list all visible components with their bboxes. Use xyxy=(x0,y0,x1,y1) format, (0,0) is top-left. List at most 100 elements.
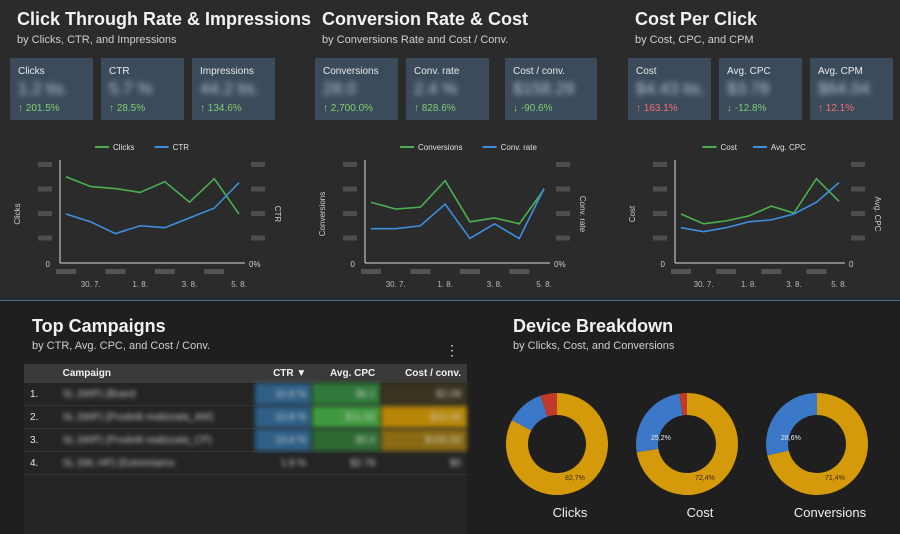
series-line-clicks xyxy=(65,176,240,215)
donut-label-clicks: Clicks xyxy=(552,505,588,520)
conversions-chart[interactable]: Conversions Conv. rate 0 0% Conversions Conv.… xyxy=(305,135,605,295)
x-tick-label: 3. 8. xyxy=(182,280,198,289)
campaigns-title: Top Campaigns xyxy=(32,316,166,336)
kpi-value: 28.0 xyxy=(323,79,357,98)
kpi-card-cost-per-conv[interactable]: Cost / conv. $158.29 ↓ -90.6% xyxy=(505,58,597,120)
x-tick-label: 5. 8. xyxy=(231,280,247,289)
y-axis-title-right: Conv. rate xyxy=(578,196,587,233)
devices-title: Device Breakdown xyxy=(513,316,674,336)
donut-label-cost: Cost xyxy=(686,505,714,520)
row-index: 3. xyxy=(24,428,57,452)
x-tick-label: 1. 8. xyxy=(132,280,148,289)
x-tick-label: 5. 8. xyxy=(536,280,552,289)
kpi-label: Avg. CPM xyxy=(818,66,863,77)
campaign-name: SL (WIP) (Prodotti realizzata_CP) xyxy=(56,428,256,452)
y-tick-left xyxy=(653,235,667,241)
series-line-cost xyxy=(680,177,840,225)
x-tick-label: 3. 8. xyxy=(786,280,802,289)
x-tick-label: 30. 7. xyxy=(81,280,101,289)
x-tick-label: 5. 8. xyxy=(831,280,847,289)
section-subtitle: by Conversions Rate and Cost / Conv. xyxy=(322,34,509,46)
cost-cpc-chart[interactable]: Cost Avg. CPC 0 0 Cost Avg. CPC 30. 7. 1. 8. 3. … xyxy=(615,135,900,295)
table-row[interactable]: 4. SL (WL HP) (Estremiamo 1.8 % $2.78 $0 xyxy=(24,451,467,475)
y-zero-right: 0% xyxy=(249,260,261,269)
x-tick-label: 1. 8. xyxy=(437,280,453,289)
more-options-icon[interactable]: ⋮ xyxy=(445,342,459,358)
x-tick-top xyxy=(716,269,737,274)
campaigns-subtitle: by CTR, Avg. CPC, and Cost / Conv. xyxy=(32,340,211,352)
col-cost-conv[interactable]: Cost / conv. xyxy=(381,364,467,383)
y-tick-right xyxy=(851,211,865,216)
device-donuts[interactable]: 82,7% 72,4% 25,2% 71,4% 28,6% xyxy=(500,380,900,510)
y-zero-left: 0 xyxy=(46,260,51,269)
overview-panel xyxy=(0,0,900,300)
kpi-card-cost[interactable]: Cost $4.43 tis. ↑ 163.1% xyxy=(628,58,711,120)
kpi-value: 44.2 tis. xyxy=(200,79,260,98)
x-tick-label: 30. 7. xyxy=(386,280,406,289)
cost-cell: $22.00 xyxy=(381,405,467,429)
x-tick-label: 30. 7. xyxy=(694,280,714,289)
y-axis-title-left: Cost xyxy=(628,205,637,222)
slice-label: 72,4% xyxy=(695,475,715,482)
col-avg-cpc[interactable]: Avg. CPC xyxy=(312,364,382,383)
kpi-value: $3.78 xyxy=(727,79,770,98)
y-tick-left xyxy=(653,186,667,192)
x-tick-top xyxy=(56,269,76,274)
cpc-cell: $5.0 xyxy=(312,428,382,452)
legend-label: CTR xyxy=(173,143,190,152)
series-line-conversions xyxy=(370,179,545,225)
kpi-card-conversions[interactable]: Conversions 28.0 ↑ 2,700.0% xyxy=(315,58,398,120)
y-tick-left xyxy=(38,235,52,241)
kpi-label: Cost xyxy=(636,66,657,77)
legend-label: Clicks xyxy=(113,143,134,152)
slice-label: 82,7% xyxy=(565,475,585,482)
slice-label: 25,2% xyxy=(651,435,671,442)
kpi-label: Impressions xyxy=(200,66,254,77)
kpi-change: ↑ 28.5% xyxy=(109,103,146,114)
series-line-ctr xyxy=(65,182,240,235)
donut-slice xyxy=(766,393,817,456)
row-index: 4. xyxy=(24,451,57,475)
kpi-label: Conversions xyxy=(323,66,379,77)
legend-label: Conversions xyxy=(418,143,462,152)
x-tick-top xyxy=(671,269,691,274)
y-tick-right xyxy=(251,162,265,167)
legend-label: Conv. rate xyxy=(501,143,538,152)
cpc-cell: $6.1 xyxy=(312,383,382,406)
ctr-cell: 10.8 % xyxy=(255,405,313,429)
x-tick-top xyxy=(361,269,381,274)
cost-cell: $0 xyxy=(381,451,467,475)
x-tick-top xyxy=(509,269,530,274)
table-row[interactable]: 3. SL (WIP) (Prodotti realizzata_CP) 10.6 … xyxy=(24,428,467,452)
clicks-ctr-chart[interactable]: Clicks CTR 0 0% Clicks CTR 30. 7. 1. 8. 3. 8. 5. … xyxy=(0,135,300,295)
row-index: 2. xyxy=(24,405,57,429)
kpi-value: $64.04 xyxy=(818,79,870,98)
col-ctr[interactable]: CTR ▼ xyxy=(255,364,313,383)
y-tick-right xyxy=(851,235,865,241)
section-title: Cost Per Click xyxy=(635,9,758,29)
kpi-value: $158.29 xyxy=(513,79,575,98)
kpi-card-ctr[interactable]: CTR 5.7 % ↑ 28.5% xyxy=(101,58,184,120)
kpi-card-conv-rate[interactable]: Conv. rate 2.4 % ↑ 828.6% xyxy=(406,58,489,120)
kpi-card-avg-cpm[interactable]: Avg. CPM $64.04 ↑ 12.1% xyxy=(810,58,893,120)
y-tick-left xyxy=(343,211,357,216)
section-subtitle: by Cost, CPC, and CPM xyxy=(635,34,754,46)
y-tick-right xyxy=(556,235,570,241)
kpi-card-impressions[interactable]: Impressions 44.2 tis. ↑ 134.6% xyxy=(192,58,275,120)
kpi-change: ↑ 12.1% xyxy=(818,103,855,114)
kpi-card-avg-cpc[interactable]: Avg. CPC $3.78 ↓ -12.8% xyxy=(719,58,802,120)
y-axis-title-left: Conversions xyxy=(318,192,327,236)
kpi-change: ↑ 2,700.0% xyxy=(323,103,374,114)
cost-cell: $2.09 xyxy=(381,383,467,406)
section-title: Conversion Rate & Cost xyxy=(322,9,529,29)
kpi-value: 5.7 % xyxy=(109,79,153,98)
kpi-card-clicks[interactable]: Clicks 1.2 tis. ↑ 201.5% xyxy=(10,58,93,120)
col-campaign[interactable]: Campaign xyxy=(56,364,256,383)
kpi-label: Conv. rate xyxy=(414,66,460,77)
kpi-label: CTR xyxy=(109,66,130,77)
y-tick-left xyxy=(343,162,357,167)
y-zero-left: 0 xyxy=(351,260,356,269)
table-row[interactable]: 1. SL (WIP) (Brand 10.9 % $6.1 $2.09 xyxy=(24,383,467,406)
table-row[interactable]: 2. SL (WIP) (Prodotti realizzata_AW) 10.8 … xyxy=(24,405,467,429)
kpi-change: ↓ -12.8% xyxy=(727,103,767,114)
